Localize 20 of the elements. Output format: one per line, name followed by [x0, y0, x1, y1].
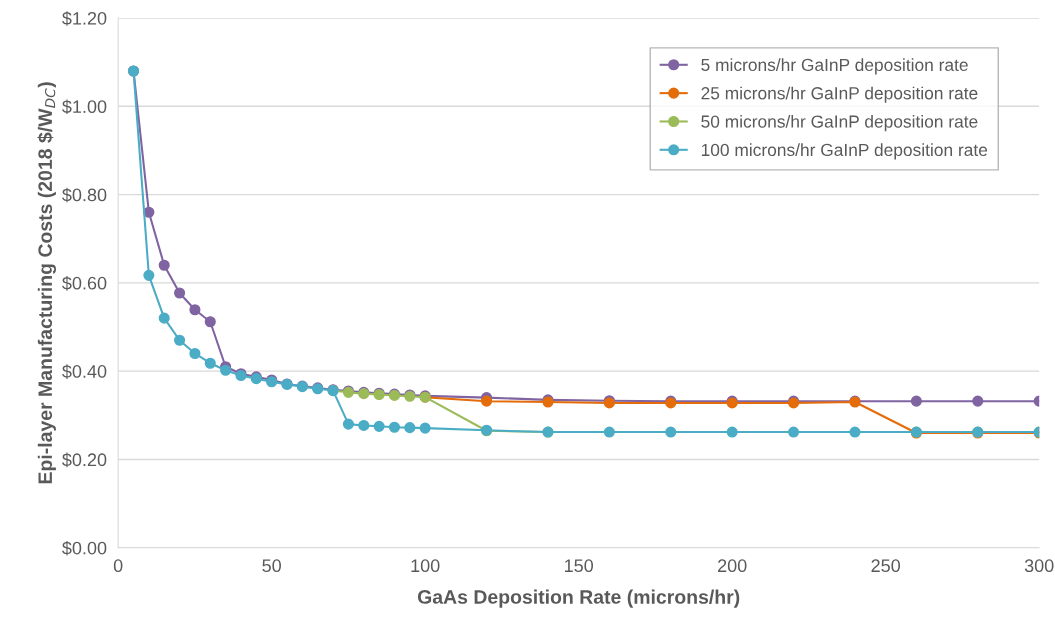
x-tick-label: 150: [564, 559, 594, 573]
legend-label: 100 microns/hr GaInP deposition rate: [701, 143, 988, 160]
y-tick-label: $1.00: [62, 99, 107, 115]
y-tick-label: $0.60: [62, 276, 107, 291]
y-tick-label: $0.00: [62, 540, 107, 556]
x-tick-label: 0: [113, 559, 123, 573]
y-tick-label: $1.20: [62, 11, 107, 26]
y-tick-label: $0.80: [62, 187, 107, 203]
y-axis-title: Epi-layer Manufacturing Costs (2018 $/W$_{DC}$): [37, 82, 57, 484]
legend-label: 25 microns/hr GaInP deposition rate: [701, 86, 978, 103]
y-tick-label: $0.20: [62, 452, 107, 468]
x-tick-label: 50: [262, 559, 281, 573]
legend-label: 50 microns/hr GaInP deposition rate: [701, 114, 978, 132]
x-tick-label: 200: [718, 559, 747, 573]
y-tick-label: $0.40: [62, 364, 107, 379]
x-tick-label: 100: [411, 559, 440, 573]
x-tick-label: 250: [871, 559, 901, 573]
x-axis-title: GaAs Deposition Rate (microns/hr): [417, 589, 740, 608]
legend-label: 5 microns/hr GaInP deposition rate: [701, 58, 968, 75]
x-tick-label: 300: [1024, 559, 1054, 573]
